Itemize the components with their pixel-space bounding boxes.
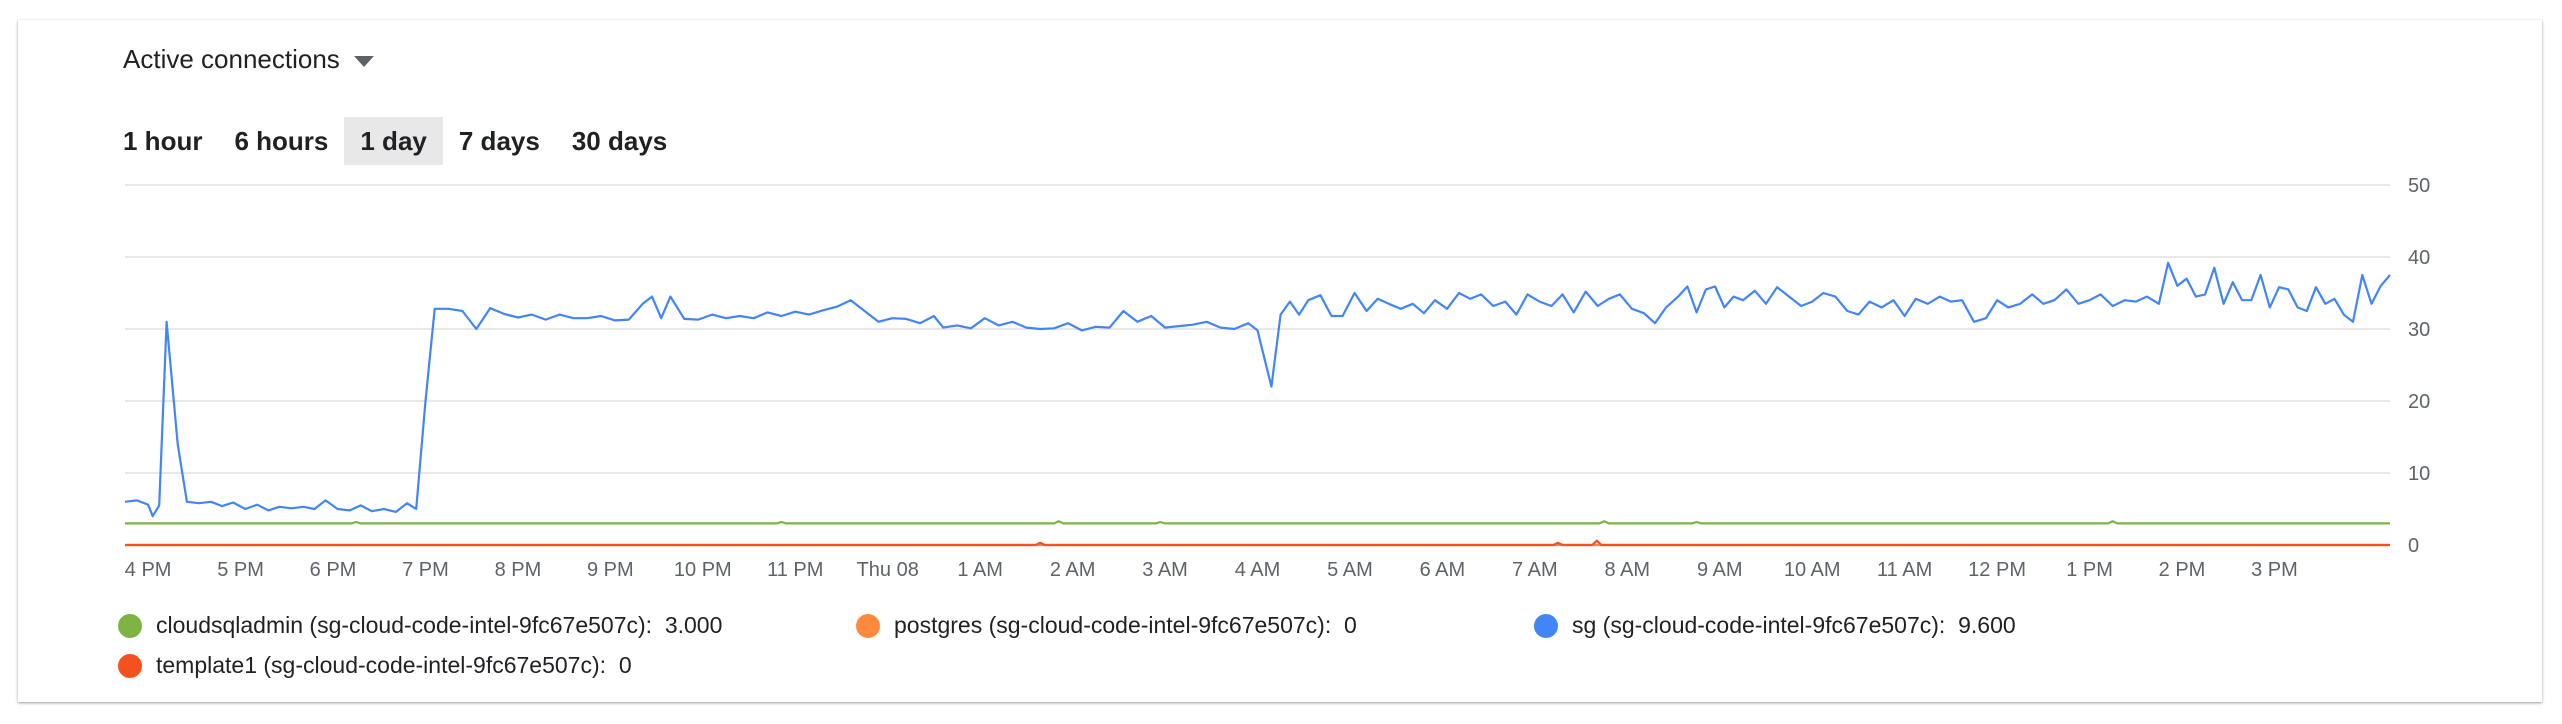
x-tick-label: 11 PM [767, 559, 823, 581]
x-tick-label: 9 AM [1697, 559, 1743, 581]
x-tick-label: 6 PM [310, 559, 357, 581]
legend-item-sg[interactable]: sg (sg-cloud-code-intel-9fc67e507c): 9.6… [1534, 612, 2016, 639]
x-tick-label: 7 AM [1512, 559, 1558, 581]
legend-dot-icon [856, 613, 880, 638]
x-tick-label: 3 PM [2251, 559, 2298, 581]
legend-item-template1[interactable]: template1 (sg-cloud-code-intel-9fc67e507… [118, 652, 632, 679]
x-tick-label: 10 AM [1784, 559, 1841, 581]
legend-dot-icon [1534, 613, 1558, 638]
legend-series-value: 0 [1344, 612, 1357, 638]
legend-series-value: 9.600 [1958, 612, 2016, 638]
x-tick-label: 7 PM [402, 559, 449, 581]
x-tick-label: 12 PM [1968, 559, 2026, 581]
x-tick-label: 2 AM [1050, 559, 1096, 581]
legend-series-value: 3.000 [664, 612, 723, 638]
y-tick-label: 40 [2408, 247, 2430, 269]
series-line-sg [124, 261, 2391, 518]
legend-series-value: 0 [618, 652, 632, 678]
x-tick-label: 5 AM [1327, 559, 1373, 581]
x-tick-label: 10 PM [674, 559, 732, 581]
series-line-template1 [125, 539, 2390, 547]
range-1-hour[interactable]: 1 hour [123, 126, 203, 156]
x-tick-label: 9 PM [587, 559, 634, 581]
y-tick-label: 20 [2408, 391, 2430, 413]
legend-dot-icon [118, 613, 142, 638]
x-tick-label: 4 AM [1235, 559, 1281, 581]
x-tick-label: 6 AM [1420, 559, 1466, 581]
series-line-cloudsqladmin [125, 520, 2390, 525]
y-tick-label: 0 [2408, 535, 2419, 557]
y-tick-label: 50 [2408, 175, 2430, 197]
metric-selector[interactable]: Active connections [123, 44, 374, 75]
y-tick-label: 10 [2408, 463, 2430, 485]
x-tick-label: 8 AM [1605, 559, 1651, 581]
time-range-tabs: 1 hour 6 hours 1 day 7 days 30 days [123, 117, 683, 165]
metric-selector-label: Active connections [123, 44, 340, 74]
y-tick-label: 30 [2408, 319, 2430, 341]
x-tick-label: 4 PM [125, 559, 172, 581]
legend-item-cloudsqladmin[interactable]: cloudsqladmin (sg-cloud-code-intel-9fc67… [118, 612, 722, 639]
x-tick-label: 3 AM [1142, 559, 1188, 581]
caret-down-icon [353, 56, 374, 67]
range-6-hours[interactable]: 6 hours [234, 126, 329, 156]
x-tick-label: Thu 08 [857, 559, 919, 581]
legend-dot-icon [118, 653, 142, 678]
chart-card: Active connections 1 hour 6 hours 1 day … [18, 20, 2542, 702]
range-30-days[interactable]: 30 days [571, 126, 668, 156]
legend-series-name: cloudsqladmin (sg-cloud-code-intel-9fc67… [156, 612, 646, 638]
legend-series-name: sg (sg-cloud-code-intel-9fc67e507c) [1572, 612, 1939, 638]
x-tick-label: 2 PM [2159, 559, 2206, 581]
x-tick-label: 8 PM [495, 559, 542, 581]
range-1-day[interactable]: 1 day [344, 117, 443, 165]
legend-series-name: postgres (sg-cloud-code-intel-9fc67e507c… [894, 612, 1325, 638]
x-tick-label: 11 AM [1877, 559, 1932, 581]
legend-item-postgres[interactable]: postgres (sg-cloud-code-intel-9fc67e507c… [856, 612, 1357, 639]
range-7-days[interactable]: 7 days [458, 126, 540, 156]
legend-series-name: template1 (sg-cloud-code-intel-9fc67e507… [156, 652, 600, 678]
x-tick-label: 5 PM [217, 559, 264, 581]
x-tick-label: 1 AM [957, 559, 1003, 581]
x-tick-label: 1 PM [2066, 559, 2113, 581]
